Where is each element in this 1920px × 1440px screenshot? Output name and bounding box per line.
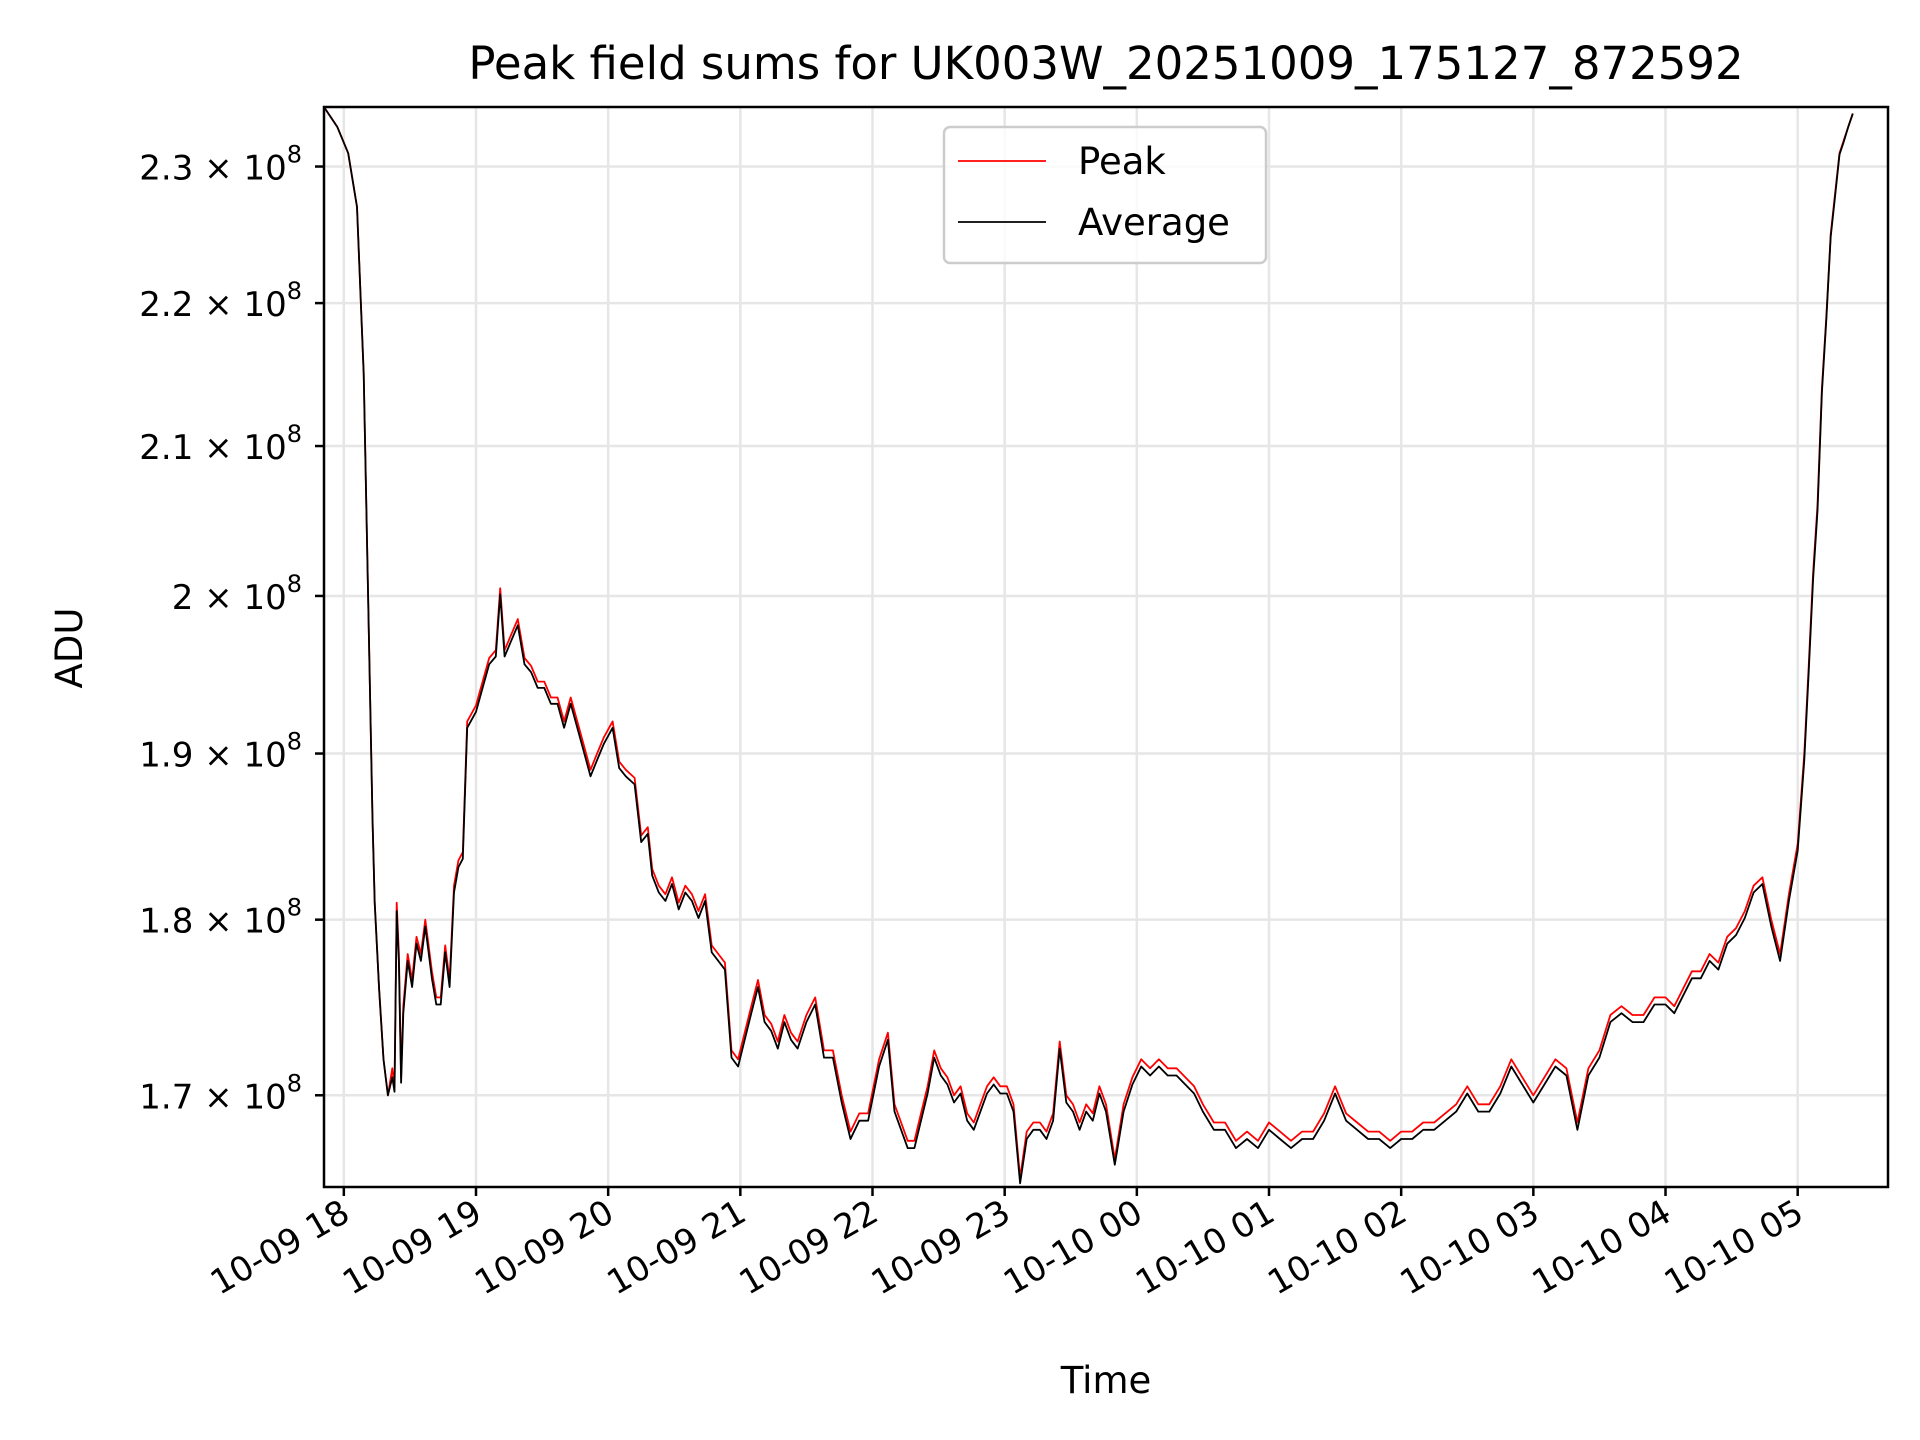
y-tick-label: 2.3 × 108 [139,141,302,189]
legend: Peak Average [942,125,1268,265]
y-tick-label: 2.2 × 108 [139,277,302,325]
chart-title: Peak field sums for UK003W_20251009_1751… [468,37,1743,90]
y-axis-ticks: 1.7 × 108 1.8 × 108 1.9 × 108 2 × 108 2.1 × … [139,141,324,1117]
x-axis-label: Time [1060,1359,1152,1402]
y-axis-label: ADU [48,608,91,689]
y-tick-label: 1.7 × 108 [139,1069,302,1117]
y-tick-label: 1.8 × 108 [139,894,302,942]
series-line-peak [323,106,1854,1179]
series-line-average [323,106,1854,1185]
plot-frame [322,105,1890,1189]
plot-series [323,106,1854,1185]
y-tick-label: 1.9 × 108 [139,728,302,776]
legend-average-label: Average [1078,201,1230,244]
legend-peak-label: Peak [1078,140,1166,183]
grid-lines [324,107,1888,1187]
y-tick-label: 2 × 108 [172,570,302,618]
y-tick-label: 2.1 × 108 [139,420,302,468]
